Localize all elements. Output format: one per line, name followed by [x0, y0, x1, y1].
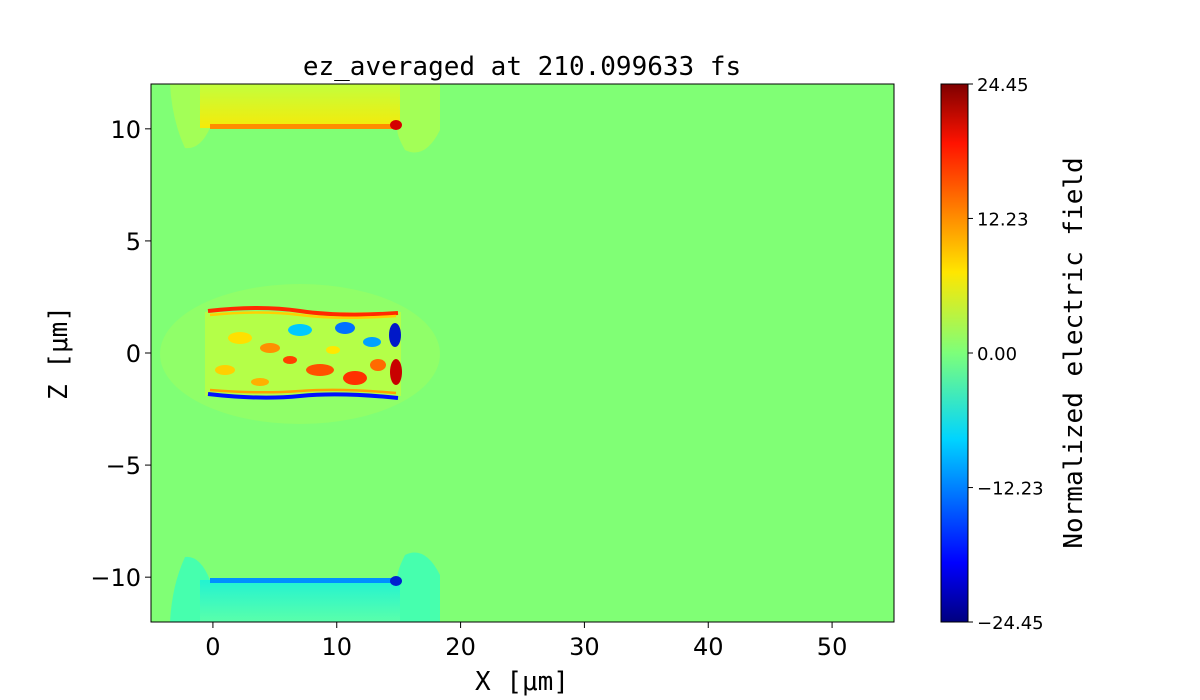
x-tick-label: 10: [321, 633, 352, 661]
channel: [160, 284, 440, 424]
colorbar-label: Normalized electric field: [1059, 157, 1089, 548]
upper-wall-edge: [210, 124, 400, 129]
colorbar-gradient: [940, 83, 969, 623]
y-tick-label: 0: [126, 340, 141, 368]
y-axis-label: Z [μm]: [44, 306, 74, 400]
y-tick-label: −5: [106, 452, 141, 480]
channel-lower-edge: [207, 388, 399, 400]
x-tick-label: 50: [817, 633, 848, 661]
lower-wall-coldspot: [390, 576, 402, 586]
colorbar-ticks: −24.45 −12.23 0.00 12.23 24.45: [968, 75, 1044, 634]
upper-wall-hotspot: [390, 120, 402, 130]
channel-core-structures: [215, 322, 402, 386]
chart-title: ez_averaged at 210.099633 fs: [303, 52, 741, 82]
y-tick-label: 10: [110, 116, 141, 144]
colorbar-tick-label: 24.45: [977, 75, 1029, 96]
x-tick-label: 0: [205, 633, 220, 661]
colorbar-tick-label: −24.45: [977, 613, 1044, 634]
colorbar-tick-label: 12.23: [977, 209, 1029, 230]
x-tick-label: 30: [569, 633, 600, 661]
lower-wall-edge: [210, 578, 400, 583]
upper-wall-field: [200, 84, 400, 128]
lower-wall-field: [200, 580, 400, 622]
x-axis-ticks: 0 10 20 30 40 50: [205, 622, 847, 661]
x-tick-label: 20: [445, 633, 476, 661]
y-axis-ticks: −10 −5 0 5 10: [90, 116, 151, 592]
y-tick-label: −10: [90, 564, 141, 592]
x-tick-label: 40: [693, 633, 724, 661]
colorbar-tick-label: 0.00: [977, 344, 1017, 365]
colorbar: −24.45 −12.23 0.00 12.23 24.45 Normalized el…: [940, 75, 1089, 634]
x-axis-label: X [μm]: [475, 667, 569, 697]
colorbar-tick-label: −12.23: [977, 479, 1044, 500]
channel-upper-edge: [207, 306, 399, 320]
y-tick-label: 5: [126, 228, 141, 256]
plot-area: [151, 84, 894, 622]
